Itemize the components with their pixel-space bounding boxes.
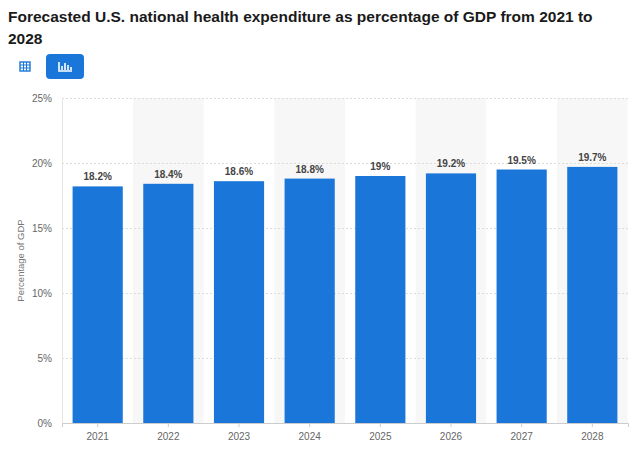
y-tick-label: 10%: [32, 288, 52, 299]
x-tick: 2025: [369, 423, 392, 442]
x-tick-mark: [450, 423, 451, 427]
grid-tick: [62, 163, 628, 164]
y-tick-label: 20%: [32, 158, 52, 169]
data-labels: 18.2% 18.4% 18.6% 18.8% 19% 19.2% 19.5% 19.7%: [84, 152, 607, 183]
y-axis: 0% 5% 10% 15% 20% 25%: [32, 93, 63, 429]
column-band: [133, 98, 204, 423]
x-tick: 2024: [299, 423, 322, 442]
bar: [355, 176, 405, 423]
data-label: 18.8%: [295, 164, 323, 175]
y-tick-label: 25%: [32, 93, 52, 104]
column-band: [274, 98, 345, 423]
column-shading: [133, 98, 628, 423]
data-label: 19.5%: [507, 155, 535, 166]
column-band: [557, 98, 628, 423]
x-tick-mark: [592, 423, 593, 427]
grid: [62, 99, 628, 424]
x-tick: 2022: [157, 423, 180, 442]
y-tick-label: 15%: [32, 223, 52, 234]
x-tick-mark: [309, 423, 310, 427]
table-icon-lines[interactable]: [20, 62, 30, 71]
x-tick-mark: [380, 423, 381, 427]
x-tick: 2021: [87, 423, 110, 442]
x-tick-label: 2027: [511, 431, 534, 442]
data-label: 18.6%: [225, 166, 253, 177]
y-tick-label: 5%: [38, 353, 53, 364]
y-tick: 25%: [32, 93, 62, 104]
x-tick-mark: [97, 423, 98, 427]
bar: [285, 179, 335, 423]
button-bg[interactable]: [46, 54, 84, 79]
bar: [143, 184, 193, 423]
plot: 0% 5% 10% 15% 20% 25% 2021 2022 2023 2024 2025 2026…: [32, 93, 629, 442]
y-tick-label: 0%: [38, 418, 53, 429]
bar: [214, 181, 264, 423]
x-tick: 2023: [228, 423, 251, 442]
chart-svg: Forecasted U.S. national health expendit…: [0, 0, 640, 463]
y-tick: 5%: [38, 353, 62, 364]
table-button[interactable]: [8, 54, 42, 79]
x-tick-label: 2025: [369, 431, 392, 442]
column-band: [416, 98, 487, 423]
data-label: 18.4%: [154, 169, 182, 180]
x-tick-label: 2028: [581, 431, 604, 442]
data-label: 19.2%: [437, 158, 465, 169]
chart-icon[interactable]: [59, 62, 72, 71]
y-axis-line: [62, 99, 63, 424]
data-label: 19.7%: [578, 152, 606, 163]
x-tick-label: 2022: [157, 431, 180, 442]
data-label: 18.2%: [84, 171, 112, 182]
grid-line: [62, 98, 628, 99]
y-tick: 10%: [32, 288, 62, 299]
x-tick-label: 2026: [440, 431, 463, 442]
x-tick-label: 2023: [228, 431, 251, 442]
bar: [426, 173, 476, 423]
x-axis: 2021 2022 2023 2024 2025 2026 2027 2028: [63, 423, 629, 442]
grid-tick: [62, 98, 628, 99]
x-tick-label: 2021: [87, 431, 110, 442]
bar: [73, 186, 123, 423]
title-line: Forecasted U.S. national health expendit…: [8, 8, 593, 25]
chart-button[interactable]: [46, 54, 84, 79]
x-tick-mark: [521, 423, 522, 427]
bar: [567, 167, 617, 423]
x-tick: 2028: [581, 423, 604, 442]
button-bg[interactable]: [8, 54, 42, 79]
x-tick-label: 2024: [299, 431, 322, 442]
x-tick: 2027: [511, 423, 534, 442]
data-label: 19%: [370, 161, 390, 172]
x-tick: 2026: [440, 423, 463, 442]
y-tick: 15%: [32, 223, 62, 234]
y-tick: 20%: [32, 158, 62, 169]
grid-line: [62, 163, 628, 164]
x-tick-mark: [239, 423, 240, 427]
table-icon[interactable]: [20, 62, 30, 71]
x-tick-mark: [168, 423, 169, 427]
title-line: 2028: [8, 30, 43, 47]
y-tick: 0%: [38, 418, 62, 429]
y-axis-title: Percentage of GDP: [15, 219, 26, 301]
bars: [73, 167, 618, 423]
bar: [497, 170, 547, 424]
chart-title: Forecasted U.S. national health expendit…: [8, 8, 593, 47]
x-axis-line: [63, 424, 629, 428]
view-toggle: [8, 54, 84, 79]
